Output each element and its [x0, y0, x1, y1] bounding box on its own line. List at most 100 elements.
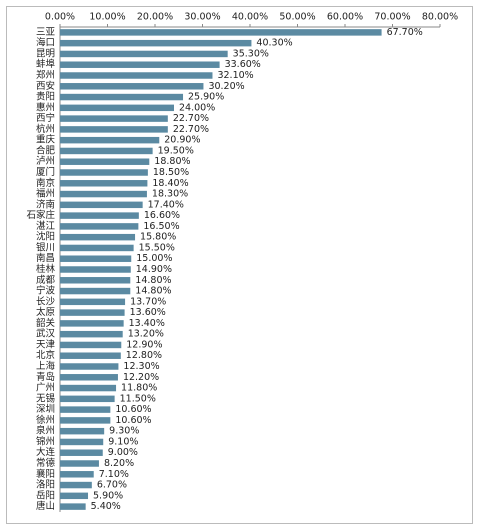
bar — [60, 115, 168, 122]
y-tick-label: 徐州 — [36, 414, 55, 426]
value-label: 12.80% — [126, 350, 162, 361]
bar — [60, 158, 150, 165]
bar — [60, 363, 119, 370]
x-tick-label: 70.00% — [374, 12, 410, 23]
x-tick-label: 10.00% — [89, 12, 125, 23]
bar — [60, 223, 139, 230]
y-tick-label: 厦门 — [36, 166, 55, 178]
bar — [60, 449, 103, 456]
y-tick-label: 蚌埠 — [36, 58, 56, 70]
value-label: 14.80% — [135, 275, 171, 286]
y-tick-label: 常德 — [36, 457, 56, 469]
bar — [60, 255, 132, 262]
x-tick-label: 0.00% — [45, 12, 75, 23]
y-tick-label: 杭州 — [36, 123, 55, 135]
x-tick-label: 40.00% — [232, 12, 268, 23]
y-tick-label: 南昌 — [36, 252, 55, 264]
bar — [60, 180, 148, 187]
value-label: 10.60% — [115, 415, 151, 426]
bar — [60, 374, 118, 381]
bar — [60, 50, 228, 58]
bar — [60, 104, 174, 112]
value-label: 13.70% — [130, 296, 166, 307]
value-label: 13.60% — [130, 307, 166, 318]
bar — [60, 126, 168, 133]
y-tick-label: 韶关 — [36, 317, 56, 329]
value-label: 9.10% — [108, 436, 138, 447]
y-tick-label: 泸州 — [36, 156, 55, 167]
value-label: 14.90% — [136, 264, 172, 275]
y-tick-label: 襄阳 — [36, 468, 55, 480]
value-label: 5.90% — [93, 490, 123, 501]
value-label: 22.70% — [173, 113, 209, 124]
value-label: 18.50% — [153, 167, 189, 178]
value-label: 12.90% — [126, 339, 162, 350]
x-tick-label: 30.00% — [184, 12, 220, 23]
y-tick-label: 西宁 — [36, 112, 55, 124]
value-label: 18.80% — [154, 156, 190, 167]
bar — [60, 190, 147, 198]
y-tick-label: 宁波 — [36, 285, 56, 297]
bar — [60, 39, 252, 47]
value-label: 22.70% — [173, 124, 209, 135]
y-tick-label: 海口 — [36, 37, 55, 49]
value-label: 13.40% — [129, 318, 165, 329]
y-tick-label: 沈阳 — [36, 231, 55, 243]
y-tick-label: 南京 — [36, 177, 55, 189]
y-tick-label: 石家庄 — [26, 209, 55, 221]
bar — [60, 309, 125, 316]
value-label: 5.40% — [91, 501, 121, 512]
value-label: 8.20% — [104, 458, 134, 469]
frame — [6, 6, 473, 524]
bar — [60, 136, 160, 144]
bar — [60, 201, 143, 209]
bar — [60, 93, 184, 101]
bar — [60, 427, 105, 435]
y-tick-label: 锦州 — [36, 435, 55, 447]
y-tick-label: 广州 — [36, 382, 55, 394]
y-tick-label: 天津 — [36, 339, 56, 350]
value-label: 15.00% — [136, 253, 172, 264]
value-label: 32.10% — [217, 70, 253, 81]
y-tick-label: 成都 — [36, 274, 56, 286]
bar — [60, 169, 148, 176]
y-tick-label: 唐山 — [36, 500, 55, 512]
value-label: 14.80% — [135, 286, 171, 297]
bar — [60, 492, 89, 500]
bar — [60, 72, 213, 79]
value-label: 16.50% — [143, 221, 179, 232]
y-tick-label: 岳阳 — [36, 489, 55, 501]
bar — [60, 384, 117, 392]
y-tick-label: 太原 — [36, 306, 55, 318]
y-tick-label: 泉州 — [36, 425, 55, 437]
bar — [60, 417, 111, 424]
x-tick-label: 80.00% — [422, 12, 458, 23]
y-tick-label: 湛江 — [36, 221, 56, 232]
y-tick-label: 福州 — [36, 188, 55, 200]
x-tick-label: 50.00% — [279, 12, 315, 23]
value-label: 17.40% — [148, 199, 184, 210]
value-label: 12.30% — [123, 361, 159, 372]
y-tick-label: 北京 — [36, 349, 55, 361]
y-tick-label: 银川 — [36, 241, 55, 253]
y-tick-label: 三亚 — [36, 27, 56, 38]
y-tick-label: 济南 — [36, 198, 55, 210]
value-label: 12.20% — [123, 372, 159, 383]
bar — [60, 266, 131, 273]
y-tick-label: 贵阳 — [36, 91, 55, 103]
bar — [60, 83, 204, 90]
bar — [60, 471, 94, 478]
value-label: 67.70% — [387, 27, 423, 38]
y-tick-label: 长沙 — [36, 295, 56, 307]
bar — [60, 233, 136, 241]
bar — [60, 147, 153, 155]
bar — [60, 352, 121, 359]
value-label: 35.30% — [233, 48, 269, 59]
bar — [60, 330, 123, 338]
bar — [60, 341, 122, 349]
y-tick-label: 武汉 — [36, 328, 56, 340]
value-label: 30.20% — [208, 81, 244, 92]
y-tick-label: 洛阳 — [36, 479, 55, 491]
bar — [60, 298, 126, 306]
